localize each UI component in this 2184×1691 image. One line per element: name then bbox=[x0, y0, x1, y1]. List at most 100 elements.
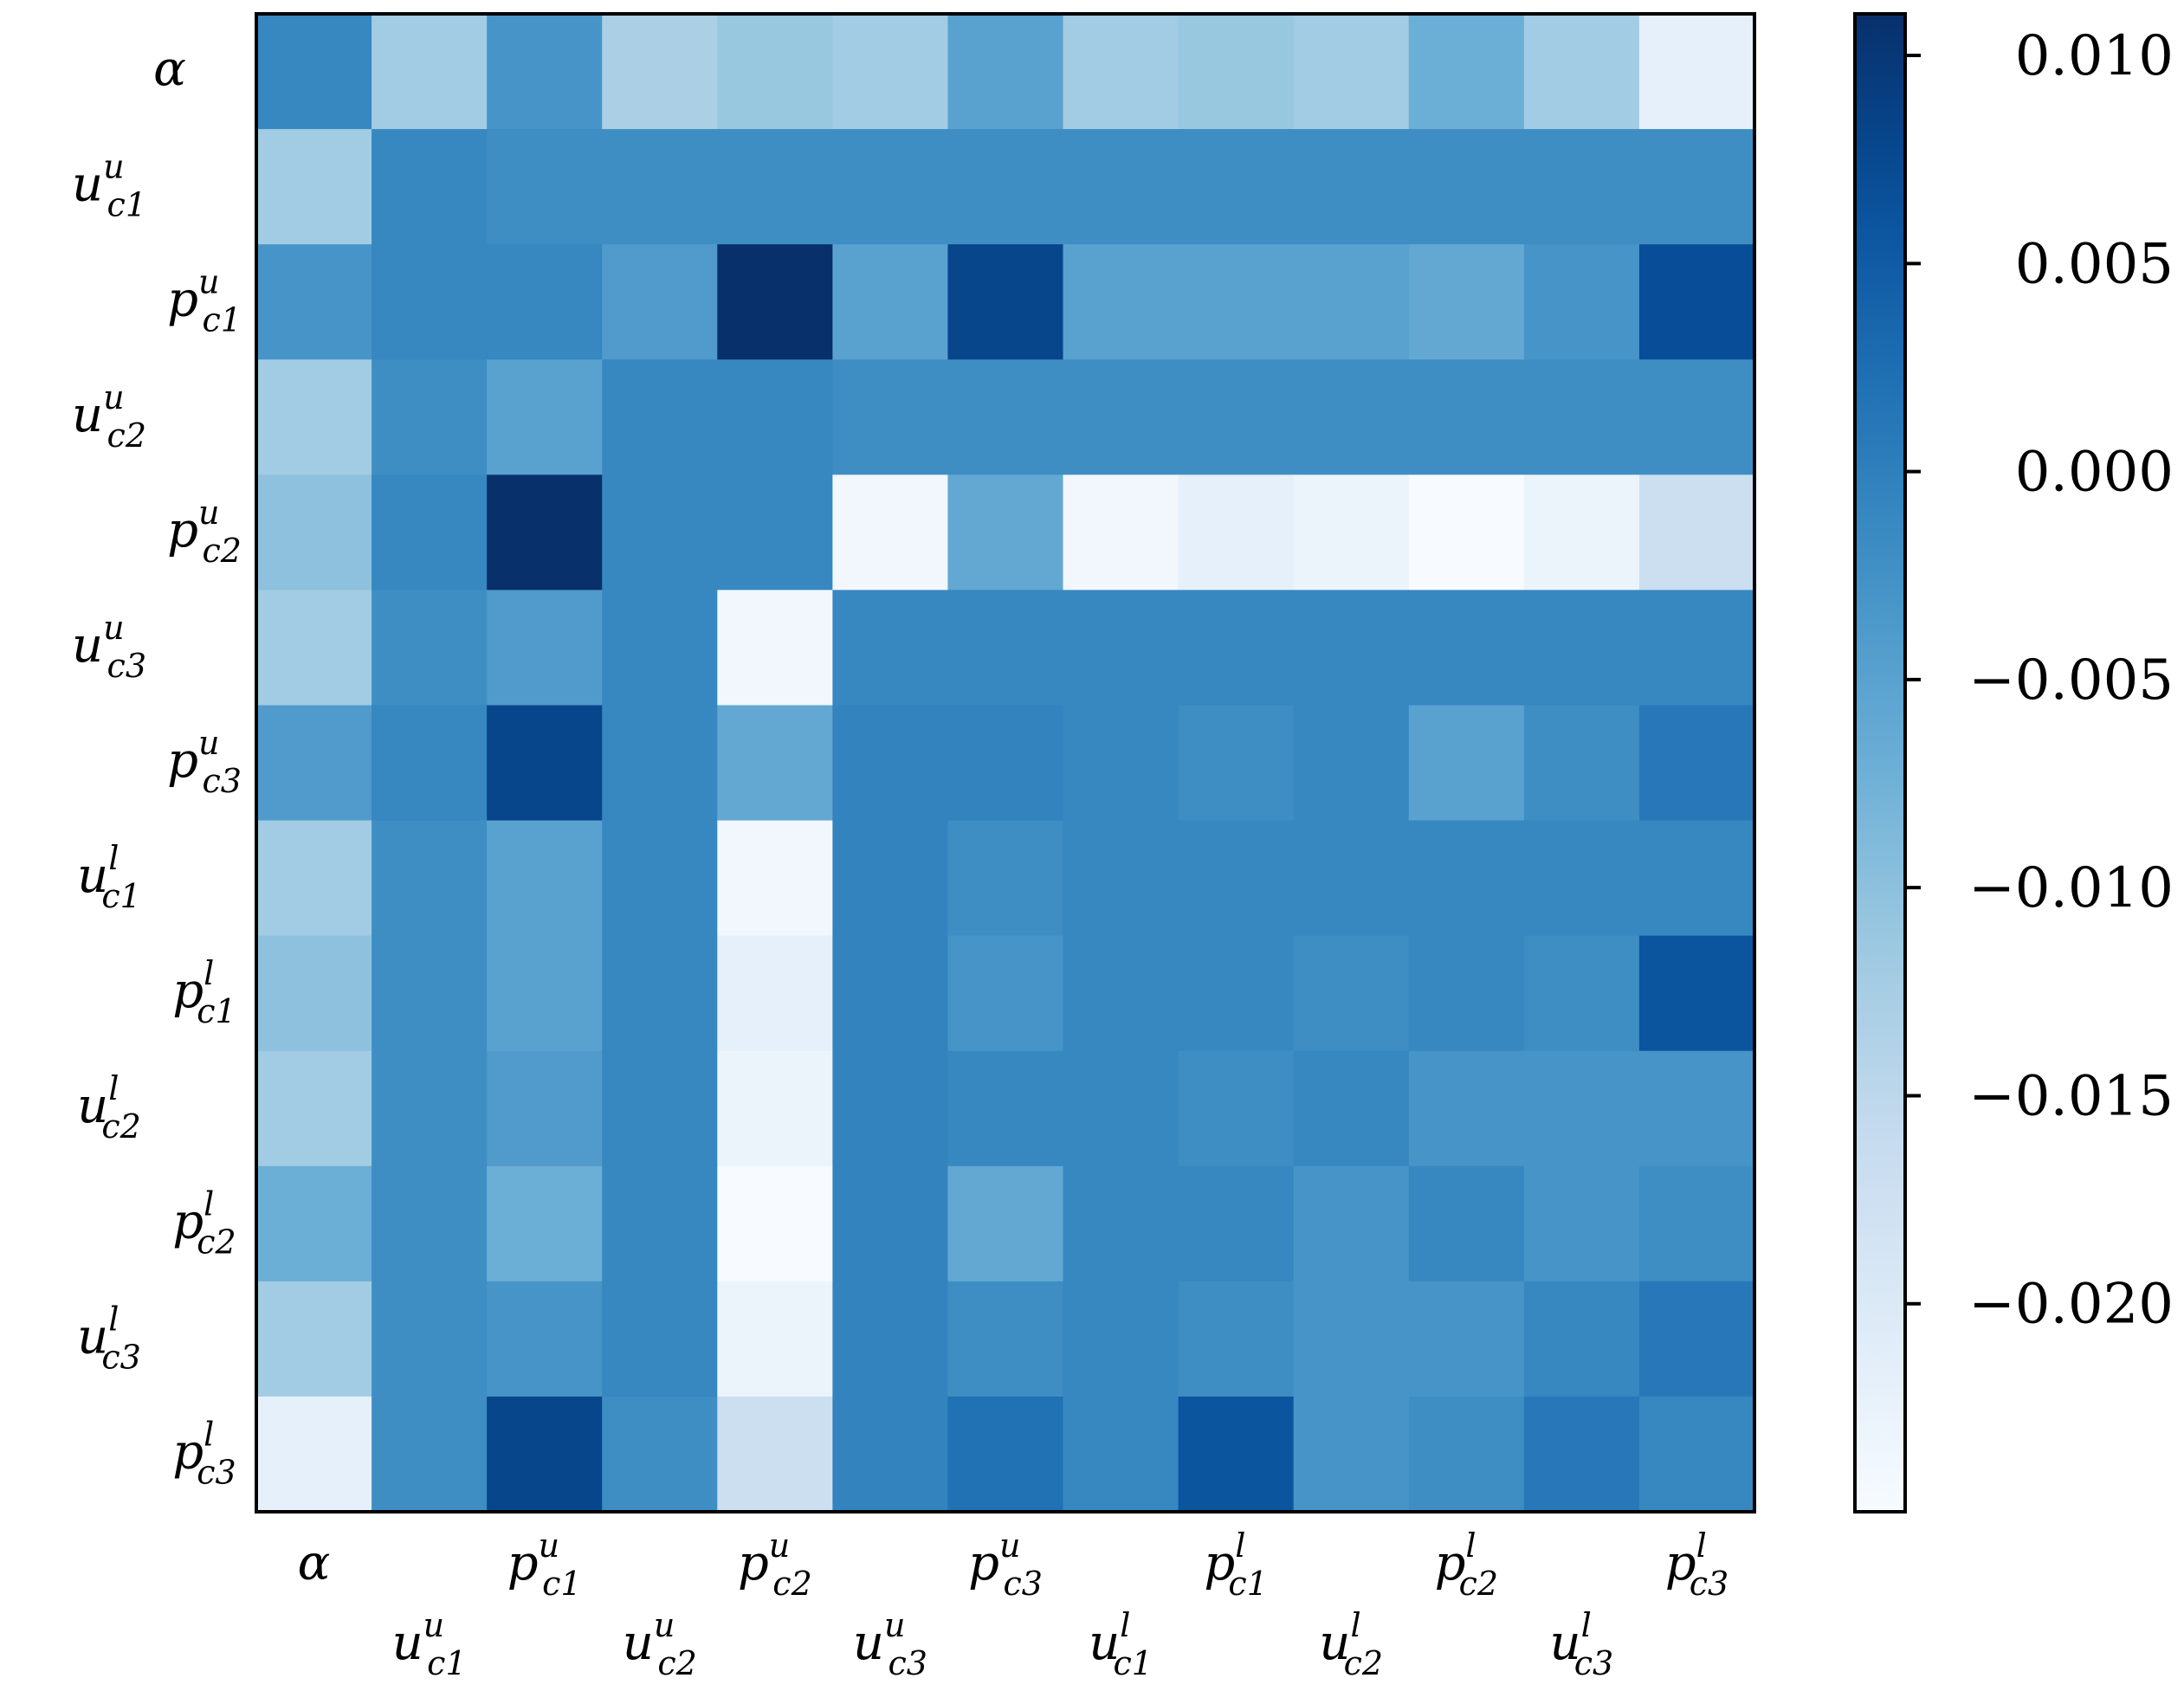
heatmap-cell-r4-c7 bbox=[1063, 474, 1179, 591]
heatmap-cell-r1-c8 bbox=[1178, 129, 1295, 245]
heatmap-cell-r9-c11 bbox=[1523, 1050, 1640, 1167]
y-tick-label-1: uu c1 bbox=[72, 148, 146, 224]
heatmap-cell-r5-c4 bbox=[717, 590, 833, 707]
x-tick-label-2: pu c1 bbox=[507, 1526, 582, 1603]
heatmap-cell-r2-c10 bbox=[1408, 244, 1525, 360]
heatmap-cell-r6-c12 bbox=[1638, 705, 1755, 822]
heatmap-cell-r0-c12 bbox=[1638, 14, 1755, 130]
heatmap-cell-r0-c9 bbox=[1293, 14, 1410, 130]
heatmap-cell-r2-c9 bbox=[1293, 244, 1410, 360]
heatmap-cell-r2-c3 bbox=[602, 244, 718, 360]
heatmap-cell-r8-c3 bbox=[602, 935, 718, 1052]
heatmap-cell-r4-c6 bbox=[947, 474, 1064, 591]
heatmap-cell-r7-c12 bbox=[1638, 820, 1755, 937]
heatmap-cell-r1-c11 bbox=[1523, 129, 1640, 245]
heatmap-cell-r12-c10 bbox=[1408, 1396, 1525, 1513]
x-tick-label-7: ul c1 bbox=[1089, 1606, 1153, 1682]
heatmap-cell-r11-c10 bbox=[1408, 1281, 1525, 1397]
heatmap-cell-r3-c12 bbox=[1638, 359, 1755, 475]
x-tick-label-4: pu c2 bbox=[738, 1526, 812, 1603]
heatmap-cell-r11-c1 bbox=[372, 1281, 488, 1397]
heatmap-cell-r2-c4 bbox=[717, 244, 833, 360]
x-tick-label-9: ul c2 bbox=[1319, 1606, 1383, 1682]
heatmap-cell-r1-c7 bbox=[1063, 129, 1179, 245]
x-tick-label-1: uu c1 bbox=[392, 1606, 467, 1682]
heatmap-cell-r6-c11 bbox=[1523, 705, 1640, 822]
colorbar-tick-label-3: −0.005 bbox=[1968, 649, 2174, 713]
heatmap-cell-r6-c2 bbox=[487, 705, 603, 822]
heatmap-cell-r9-c12 bbox=[1638, 1050, 1755, 1167]
heatmap-cell-r5-c1 bbox=[372, 590, 488, 707]
heatmap-cell-r7-c11 bbox=[1523, 820, 1640, 937]
heatmap-cell-r9-c5 bbox=[832, 1050, 949, 1167]
heatmap-cell-r6-c3 bbox=[602, 705, 718, 822]
heatmap-cell-r3-c7 bbox=[1063, 359, 1179, 475]
heatmap-cell-r10-c4 bbox=[717, 1165, 833, 1282]
heatmap-cell-r1-c1 bbox=[372, 129, 488, 245]
heatmap-cell-r6-c6 bbox=[947, 705, 1064, 822]
heatmap-cell-r12-c3 bbox=[602, 1396, 718, 1513]
heatmap-cell-r9-c9 bbox=[1293, 1050, 1410, 1167]
heatmap-cell-r1-c6 bbox=[947, 129, 1064, 245]
heatmap-cell-r11-c5 bbox=[832, 1281, 949, 1397]
heatmap-cell-r1-c9 bbox=[1293, 129, 1410, 245]
heatmap-cell-r4-c1 bbox=[372, 474, 488, 591]
heatmap-cell-r1-c10 bbox=[1408, 129, 1525, 245]
heatmap-cell-r0-c5 bbox=[832, 14, 949, 130]
heatmap-cell-r12-c0 bbox=[256, 1396, 372, 1513]
heatmap-cell-r10-c2 bbox=[487, 1165, 603, 1282]
y-tick-label-12: pl c3 bbox=[172, 1415, 236, 1491]
x-tick-label-11: ul c3 bbox=[1550, 1606, 1614, 1682]
heatmap-cell-r4-c0 bbox=[256, 474, 372, 591]
heatmap-cell-r6-c9 bbox=[1293, 705, 1410, 822]
heatmap-cell-r8-c7 bbox=[1063, 935, 1179, 1052]
heatmap-cell-r2-c5 bbox=[832, 244, 949, 360]
heatmap-cell-r6-c10 bbox=[1408, 705, 1525, 822]
heatmap-cell-r5-c2 bbox=[487, 590, 603, 707]
y-tick-label-3: uu c2 bbox=[72, 378, 146, 455]
heatmap-cell-r6-c0 bbox=[256, 705, 372, 822]
x-tick-label-3: uu c2 bbox=[623, 1606, 697, 1682]
heatmap-cell-r7-c1 bbox=[372, 820, 488, 937]
heatmap-cell-r11-c7 bbox=[1063, 1281, 1179, 1397]
x-axis-labels: α uu c1 pu c1 uu c2 pu c2 uu c3 pu c3 ul c1 pl c1 ul c2 pl c… bbox=[298, 1526, 1729, 1682]
heatmap-cell-r5-c10 bbox=[1408, 590, 1525, 707]
heatmap-cell-r5-c5 bbox=[832, 590, 949, 707]
y-tick-label-7: ul c1 bbox=[77, 839, 141, 915]
heatmap-cell-r8-c12 bbox=[1638, 935, 1755, 1052]
heatmap-cell-r1-c2 bbox=[487, 129, 603, 245]
heatmap-cell-r8-c5 bbox=[832, 935, 949, 1052]
heatmap-cell-r6-c5 bbox=[832, 705, 949, 822]
heatmap-cell-r7-c10 bbox=[1408, 820, 1525, 937]
heatmap-cell-r10-c8 bbox=[1178, 1165, 1295, 1282]
heatmap-cell-r8-c0 bbox=[256, 935, 372, 1052]
heatmap-cell-r11-c12 bbox=[1638, 1281, 1755, 1397]
heatmap-cell-r3-c9 bbox=[1293, 359, 1410, 475]
heatmap-cell-r3-c11 bbox=[1523, 359, 1640, 475]
y-tick-label-9: ul c2 bbox=[77, 1069, 141, 1146]
y-tick-label-10: pl c2 bbox=[172, 1184, 236, 1261]
heatmap-cell-r10-c5 bbox=[832, 1165, 949, 1282]
heatmap-cell-r9-c4 bbox=[717, 1050, 833, 1167]
x-tick-label-12: pl c3 bbox=[1665, 1526, 1728, 1603]
plot-frame bbox=[255, 12, 1756, 1514]
x-tick-label-0: α bbox=[298, 1535, 331, 1591]
heatmap-cell-r4-c12 bbox=[1638, 474, 1755, 591]
y-tick-label-8: pl c1 bbox=[172, 954, 236, 1030]
y-axis-labels: αuu c1 pu c1 uu c2 pu c2 uu c3 pu c3 ul c1 pl c1 ul c2 pl c… bbox=[72, 42, 242, 1492]
heatmap-cell-r8-c9 bbox=[1293, 935, 1410, 1052]
heatmap-cell-r0-c1 bbox=[372, 14, 488, 130]
heatmap-cell-r12-c12 bbox=[1638, 1396, 1755, 1513]
heatmap-cell-r5-c0 bbox=[256, 590, 372, 707]
heatmap-cell-r1-c0 bbox=[256, 129, 372, 245]
heatmap-cell-r11-c8 bbox=[1178, 1281, 1295, 1397]
x-tick-label-10: pl c2 bbox=[1435, 1526, 1498, 1603]
heatmap-cell-r7-c9 bbox=[1293, 820, 1410, 937]
heatmap-cell-r0-c11 bbox=[1523, 14, 1640, 130]
y-tick-label-0: α bbox=[153, 42, 186, 98]
heatmap-cell-r7-c8 bbox=[1178, 820, 1295, 937]
heatmap-cell-r11-c2 bbox=[487, 1281, 603, 1397]
colorbar-tick-label-2: 0.000 bbox=[2015, 441, 2174, 505]
heatmap-cell-r10-c9 bbox=[1293, 1165, 1410, 1282]
